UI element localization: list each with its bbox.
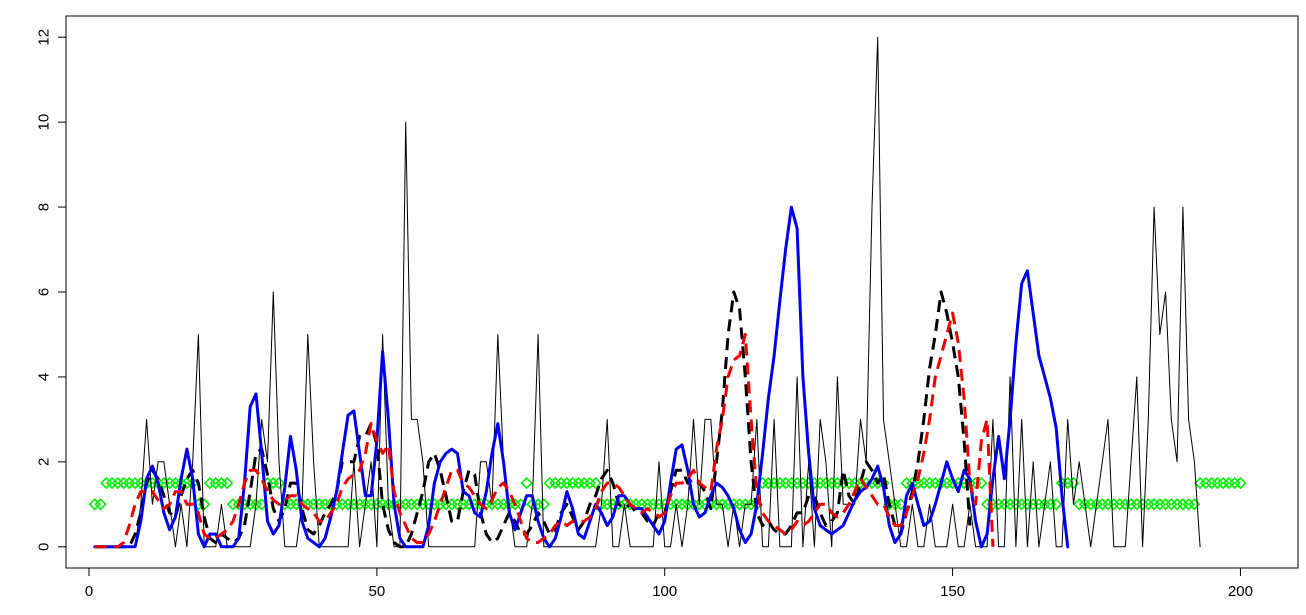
diamond-point xyxy=(589,476,602,490)
x-tick-label: 200 xyxy=(1228,583,1253,600)
y-tick-label: 0 xyxy=(36,543,53,551)
series-thin-solid xyxy=(94,36,1201,548)
diamond-point xyxy=(1234,476,1247,490)
x-tick-label: 150 xyxy=(940,583,965,600)
y-tick-label: 6 xyxy=(36,288,53,296)
diamond-point xyxy=(94,498,107,511)
series-thick-dashed-red xyxy=(94,311,995,549)
series-thick-solid xyxy=(93,205,1070,549)
y-tick-label: 12 xyxy=(36,29,53,46)
y-tick-label: 8 xyxy=(36,203,53,211)
diamond-point xyxy=(520,476,533,490)
series-layer xyxy=(88,36,1247,549)
y-tick-label: 2 xyxy=(36,458,53,466)
y-tick-label: 10 xyxy=(36,114,53,131)
x-tick-label: 50 xyxy=(369,583,386,600)
x-tick-label: 0 xyxy=(85,583,93,600)
diamond-point xyxy=(272,476,286,490)
x-axis: 0 50 100 150 200 xyxy=(85,567,1253,600)
diamond-point xyxy=(1188,498,1201,511)
x-tick-label: 100 xyxy=(652,583,677,600)
diamond-point xyxy=(221,476,234,490)
y-axis: 0 2 4 6 8 10 12 xyxy=(36,29,67,551)
diamond-point xyxy=(537,498,550,511)
y-tick-label: 4 xyxy=(36,373,53,381)
